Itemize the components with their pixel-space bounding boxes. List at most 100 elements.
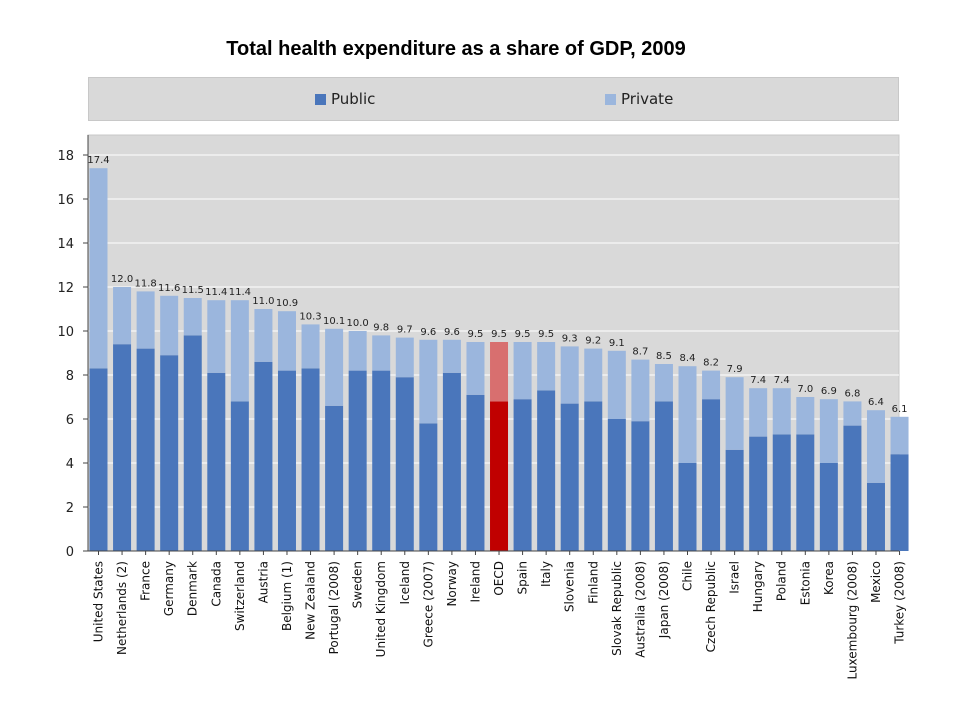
- bar-private-sweden: [348, 331, 367, 371]
- x-tick-label-japan-2008: Japan (2008): [657, 561, 671, 639]
- x-tick-label-france: France: [139, 561, 153, 601]
- y-tick-label: 18: [57, 149, 74, 164]
- value-label-united-kingdom: 9.8: [373, 322, 389, 333]
- bars: [89, 168, 909, 551]
- bar-public-japan-2008: [654, 401, 673, 551]
- x-tick-label-hungary: Hungary: [751, 561, 765, 612]
- bar-public-norway: [442, 372, 461, 551]
- value-label-portugal-2008: 10.1: [323, 316, 345, 327]
- y-tick-label: 12: [57, 281, 74, 296]
- bar-private-norway: [442, 339, 461, 373]
- x-tick-label-iceland: Iceland: [398, 561, 412, 604]
- x-tick-label-slovak-republic: Slovak Republic: [610, 561, 624, 656]
- bar-public-poland: [772, 434, 791, 551]
- bar-private-slovak-republic: [607, 350, 626, 419]
- bar-public-slovenia: [560, 403, 579, 551]
- legend-item-private: Private: [605, 90, 673, 108]
- value-label-sweden: 10.0: [347, 318, 369, 329]
- bar-public-finland: [584, 401, 603, 551]
- value-label-canada: 11.4: [205, 287, 227, 298]
- bar-public-iceland: [395, 377, 414, 551]
- value-label-slovenia: 9.3: [562, 333, 578, 344]
- value-label-switzerland: 11.4: [229, 287, 251, 298]
- value-label-iceland: 9.7: [397, 325, 413, 336]
- bar-private-australia-2008: [631, 359, 650, 422]
- value-label-new-zealand: 10.3: [299, 311, 321, 322]
- x-tick-label-united-kingdom: United Kingdom: [374, 561, 388, 657]
- bar-public-estonia: [796, 434, 815, 551]
- value-label-czech-republic: 8.2: [703, 358, 719, 369]
- bar-private-israel: [725, 377, 744, 450]
- value-label-mexico: 6.4: [868, 397, 884, 408]
- bar-private-germany: [160, 295, 179, 356]
- value-label-australia-2008: 8.7: [632, 347, 648, 358]
- bar-public-united-kingdom: [372, 370, 391, 551]
- value-label-united-states: 17.4: [87, 155, 109, 166]
- x-tick-label-belgium-1: Belgium (1): [280, 561, 294, 631]
- y-tick-label: 8: [66, 369, 74, 384]
- x-tick-label-israel: Israel: [728, 561, 742, 594]
- chart-title: Total health expenditure as a share of G…: [226, 38, 686, 60]
- value-label-ireland: 9.5: [468, 329, 484, 340]
- bar-public-italy: [537, 390, 556, 551]
- x-tick-label-luxembourg-2008: Luxembourg (2008): [845, 561, 859, 680]
- value-label-hungary: 7.4: [750, 375, 766, 386]
- x-tick-label-korea: Korea: [822, 561, 836, 595]
- legend-item-public: Public: [315, 90, 375, 108]
- bar-public-new-zealand: [301, 368, 320, 551]
- bar-private-chile: [678, 366, 697, 463]
- value-label-chile: 8.4: [680, 353, 696, 364]
- x-tick-label-sweden: Sweden: [351, 561, 365, 608]
- bar-public-ireland: [466, 394, 485, 551]
- bar-public-chile: [678, 463, 697, 551]
- y-tick-label: 6: [66, 413, 74, 428]
- value-label-oecd: 9.5: [491, 329, 507, 340]
- bar-public-germany: [160, 355, 179, 551]
- bar-public-korea: [819, 463, 838, 551]
- bar-public-france: [136, 348, 155, 551]
- bar-private-austria: [254, 309, 273, 362]
- legend-swatch-public: [315, 94, 326, 105]
- bar-private-france: [136, 291, 155, 349]
- x-tick-label-slovenia: Slovenia: [563, 561, 577, 612]
- value-label-israel: 7.9: [727, 364, 743, 375]
- bar-public-united-states: [89, 368, 108, 551]
- x-tick-label-norway: Norway: [445, 561, 459, 607]
- bar-public-turkey-2008: [890, 454, 909, 551]
- value-label-denmark: 11.5: [182, 285, 204, 296]
- bar-public-israel: [725, 449, 744, 551]
- legend-label-public: Public: [331, 90, 376, 108]
- bar-public-greece-2007: [419, 423, 438, 551]
- value-labels: 17.412.0 11.8 11.6 11.5 11.4 11.411.0 10.910.3…: [87, 155, 907, 415]
- x-tick-label-turkey-2008: Turkey (2008): [893, 561, 907, 645]
- bar-private-iceland: [395, 337, 414, 378]
- bar-private-mexico: [866, 410, 885, 483]
- value-label-finland: 9.2: [585, 336, 601, 347]
- value-label-italy: 9.5: [538, 329, 554, 340]
- bar-public-switzerland: [230, 401, 249, 551]
- value-label-japan-2008: 8.5: [656, 351, 672, 362]
- bar-public-spain: [513, 399, 532, 551]
- bar-public-australia-2008: [631, 421, 650, 551]
- bar-private-luxembourg-2008: [843, 401, 862, 426]
- x-tick-label-netherlands-2: Netherlands (2): [115, 561, 129, 655]
- x-tick-label-australia-2008: Australia (2008): [633, 561, 647, 658]
- x-tick-label-spain: Spain: [516, 561, 530, 595]
- bar-public-mexico: [866, 482, 885, 551]
- value-label-luxembourg-2008: 6.8: [844, 388, 860, 399]
- value-label-turkey-2008: 6.1: [892, 404, 908, 415]
- x-tick-label-austria: Austria: [256, 561, 270, 603]
- y-tick-label: 4: [66, 457, 74, 472]
- bar-private-ireland: [466, 342, 485, 395]
- bar-private-switzerland: [230, 300, 249, 402]
- y-tick-label: 14: [57, 237, 74, 252]
- bar-private-united-states: [89, 168, 108, 369]
- bar-public-belgium-1: [277, 370, 296, 551]
- x-tick-label-oecd: OECD: [492, 561, 506, 596]
- y-tick-label: 0: [66, 545, 74, 560]
- bar-private-hungary: [749, 388, 768, 437]
- value-label-france: 11.8: [134, 278, 156, 289]
- bar-private-italy: [537, 342, 556, 391]
- y-axis: 0 2 4 6 8 10 12 14 16 18: [57, 135, 89, 560]
